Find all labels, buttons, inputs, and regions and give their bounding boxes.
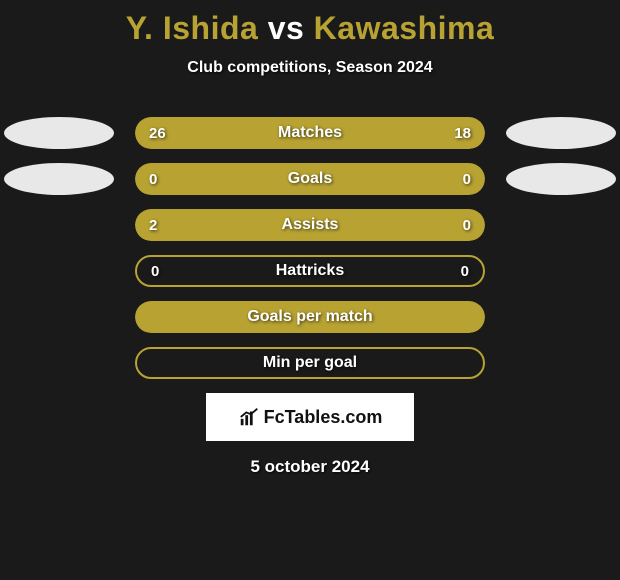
stat-label: Assists [135, 216, 485, 234]
logo-text: FcTables.com [264, 407, 383, 428]
stat-row: Goals0 0 [0, 163, 620, 195]
subtitle: Club competitions, Season 2024 [0, 59, 620, 77]
chart-icon [238, 406, 260, 428]
stat-value-player1: 0 [151, 263, 159, 280]
stat-row: Min per goal [0, 347, 620, 379]
stat-label: Matches [135, 124, 485, 142]
stats-area: Matches2618Goals00Assists20Hattricks00Go… [0, 117, 620, 379]
stat-row: Hattricks0 0 [0, 255, 620, 287]
stat-row: Goals per match [0, 301, 620, 333]
stat-value-player2: 0 [463, 217, 471, 234]
stat-value-player1: 2 [149, 217, 157, 234]
stat-label: Goals [135, 170, 485, 188]
stat-value-player1: 0 [149, 171, 157, 188]
stat-value-player1: 26 [149, 125, 166, 142]
stat-bar: Matches26 18 [135, 117, 485, 149]
stat-row: Assists2 0 [0, 209, 620, 241]
stat-label: Hattricks [137, 262, 483, 280]
stat-row: Matches26 18 [0, 117, 620, 149]
comparison-title: Y. Ishida vs Kawashima [0, 0, 620, 47]
stat-label: Goals per match [135, 308, 485, 326]
vs-text: vs [258, 10, 313, 46]
logo-box: FcTables.com [206, 393, 414, 441]
stat-bar: Hattricks0 0 [135, 255, 485, 287]
stat-bar: Goals per match [135, 301, 485, 333]
stat-value-player2: 0 [463, 171, 471, 188]
player2-name: Kawashima [314, 10, 495, 46]
stat-value-player2: 18 [454, 125, 471, 142]
stat-label: Min per goal [137, 354, 483, 372]
date: 5 october 2024 [0, 457, 620, 477]
stat-bar: Goals0 0 [135, 163, 485, 195]
stat-bar: Min per goal [135, 347, 485, 379]
player1-name: Y. Ishida [126, 10, 259, 46]
stat-bar: Assists2 0 [135, 209, 485, 241]
stat-value-player2: 0 [461, 263, 469, 280]
